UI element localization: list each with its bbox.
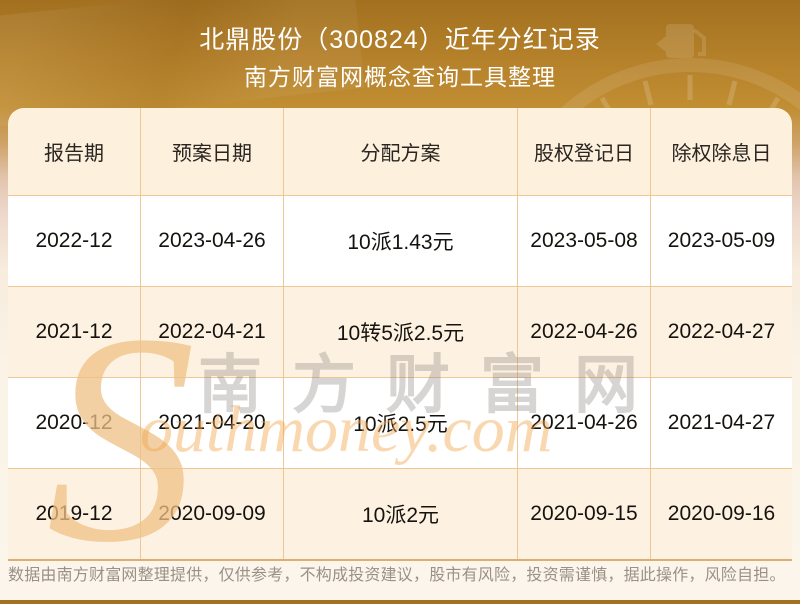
page-subtitle: 南方财富网概念查询工具整理 <box>244 64 556 90</box>
table-row: 2021-12 2022-04-21 10转5派2.5元 2022-04-26 … <box>8 286 792 377</box>
cell-plan: 10派1.43元 <box>284 196 518 286</box>
cell-record-date: 2021-04-26 <box>518 378 651 468</box>
cell-plan: 10派2.5元 <box>284 378 518 468</box>
cell-ex-dividend-date: 2021-04-27 <box>667 411 776 434</box>
page-title: 北鼎股份（300824）近年分红记录 <box>199 26 601 54</box>
table-row: 2020-12 2021-04-20 10派2.5元 2021-04-26 20… <box>8 377 792 468</box>
footer-disclaimer: 数据由南方财富网整理提供，仅供参考，不构成投资建议，股市有风险，投资需谨慎，据此… <box>8 567 786 584</box>
cell-ex-dividend-date: 2023-05-09 <box>667 229 776 252</box>
cell-proposal-date: 2021-04-20 <box>141 378 284 468</box>
cell-ex-dividend-date: 2020-09-16 <box>667 502 776 525</box>
cell-proposal-date: 2023-04-26 <box>141 196 284 286</box>
cell-report-period: 2019-12 <box>8 469 141 559</box>
cell-plan: 10转5派2.5元 <box>284 287 518 377</box>
cell-record-date: 2023-05-08 <box>518 196 651 286</box>
cell-record-date: 2022-04-26 <box>518 287 651 377</box>
column-header-record-date: 股权登记日 <box>518 108 651 195</box>
cell-report-period: 2020-12 <box>8 378 141 468</box>
table-row: 2022-12 2023-04-26 10派1.43元 2023-05-08 2… <box>8 195 792 286</box>
cell-report-period: 2021-12 <box>8 287 141 377</box>
column-header-report-period: 报告期 <box>8 108 141 195</box>
cell-proposal-date: 2022-04-21 <box>141 287 284 377</box>
cell-plan: 10派2元 <box>284 469 518 559</box>
table-header-row: 报告期 预案日期 分配方案 股权登记日 除权除息日 <box>8 108 792 195</box>
dividend-table: 报告期 预案日期 分配方案 股权登记日 除权除息日 2022-12 2023-0… <box>8 108 792 561</box>
column-header-ex-dividend-date: 除权除息日 <box>671 143 772 165</box>
column-header-plan: 分配方案 <box>284 108 518 195</box>
cell-proposal-date: 2020-09-09 <box>141 469 284 559</box>
cell-report-period: 2022-12 <box>8 196 141 286</box>
cell-record-date: 2020-09-15 <box>518 469 651 559</box>
table-row: 2019-12 2020-09-09 10派2元 2020-09-15 2020… <box>8 468 792 559</box>
title-block: 北鼎股份（300824）近年分红记录 南方财富网概念查询工具整理 <box>0 24 800 92</box>
column-header-proposal-date: 预案日期 <box>141 108 284 195</box>
cell-ex-dividend-date: 2022-04-27 <box>667 320 776 343</box>
